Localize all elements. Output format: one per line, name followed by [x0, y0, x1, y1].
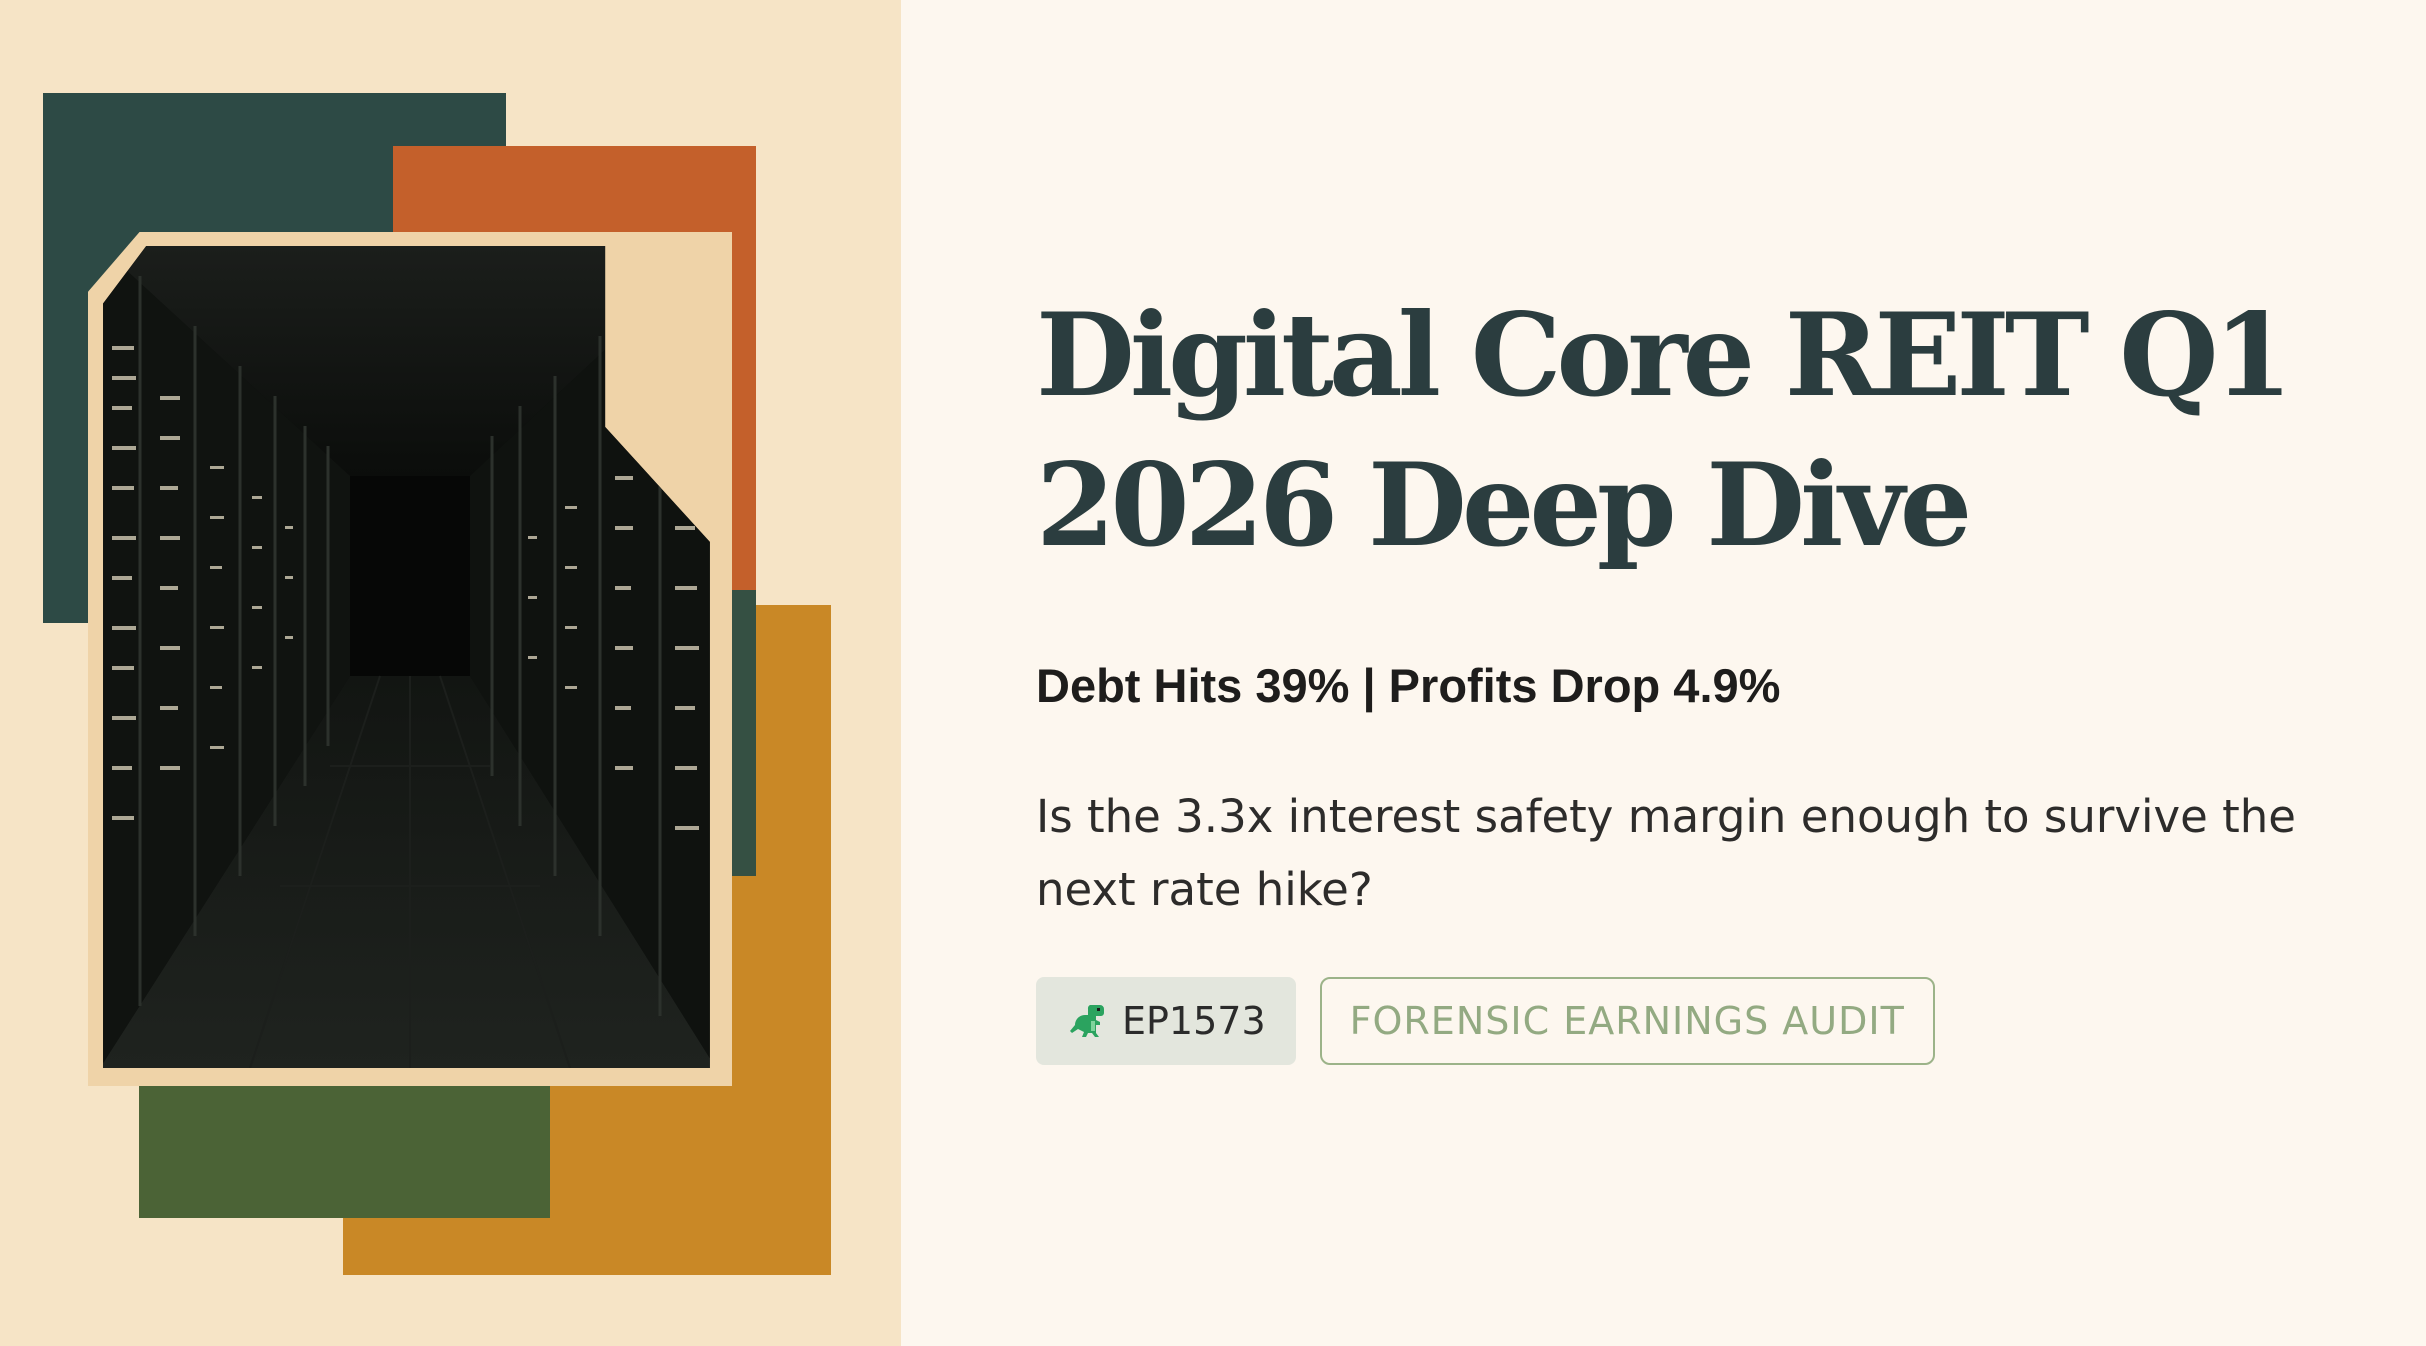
collage-panel: [0, 0, 901, 1346]
green-color-block: [139, 1070, 550, 1218]
category-tag: FORENSIC EARNINGS AUDIT: [1319, 977, 1935, 1065]
server-room-photo: [103, 246, 710, 1068]
episode-subtitle: Debt Hits 39% | Profits Drop 4.9%: [1036, 659, 1781, 712]
episode-number: EP1573: [1122, 999, 1266, 1043]
episode-tag: EP1573: [1036, 977, 1296, 1065]
dinosaur-icon: [1068, 1001, 1108, 1041]
tag-row: EP1573 FORENSIC EARNINGS AUDIT: [1036, 977, 1935, 1065]
episode-title: Digital Core REIT Q1 2026 Deep Dive: [1036, 288, 2293, 572]
episode-card-content: Digital Core REIT Q1 2026 Deep Dive Debt…: [1036, 280, 2336, 1065]
episode-description: Is the 3.3x interest safety margin enoug…: [1036, 790, 2296, 916]
